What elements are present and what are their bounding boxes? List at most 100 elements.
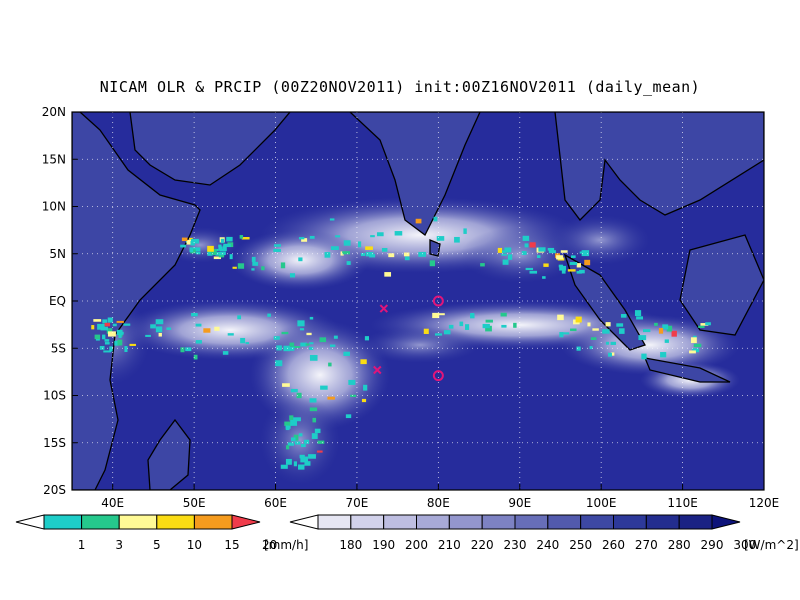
precip-cell [350,394,357,397]
legend-label: 270 [635,538,658,552]
precip-cell [285,458,292,465]
legend-swatch [481,514,516,530]
precip-legend: 1 3 5 10 15 20[mm/h] [15,514,308,552]
precip-cell [293,417,301,422]
precip-cell [290,419,298,426]
legend-label: 1 [78,538,86,552]
precip-cell [480,263,485,267]
precip-cell [273,336,280,340]
precip-cell [213,256,221,260]
precip-cell [314,428,321,434]
precip-cell [191,313,198,317]
precip-cell [662,324,669,330]
precip-cell [281,331,289,335]
precip-cell [500,312,507,317]
precip-cell [504,247,512,253]
legend-arrow-high [711,514,741,530]
precip-cell [602,329,610,334]
lat-tick-label: EQ [49,294,66,308]
precip-cell [117,339,123,346]
precip-cell [638,335,647,341]
lat-tick-label: 20N [42,105,66,119]
precip-cell [363,384,368,391]
precip-cell [280,464,288,469]
precip-cell [443,330,451,335]
lon-tick-label: 80E [427,496,450,510]
precip-cell [293,461,297,467]
precip-cell [158,332,162,337]
circle-marker [432,370,444,382]
legend-label: 220 [471,538,494,552]
precip-cell [112,323,117,327]
precip-cell [346,261,351,265]
precip-cell [261,266,265,271]
precip-cell [560,250,568,253]
graticule [72,112,764,490]
precip-cell [297,320,305,327]
precip-cell [525,267,534,271]
precip-cell [616,323,624,327]
legend-swatch [678,514,713,530]
precip-cell [226,236,233,242]
precip-cell [608,352,612,357]
precip-cell [229,254,233,260]
precip-cell [155,319,164,325]
precip-cell [107,331,116,337]
precip-cell [501,253,507,256]
precip-cell [155,326,163,333]
precip-cell [245,342,250,345]
precip-cell [418,251,426,257]
precip-cell [275,360,283,367]
precip-cell [567,269,576,272]
precip-cell [273,249,281,252]
precip-cell [454,236,460,243]
precip-cell [123,323,131,326]
precip-cell [569,262,578,265]
precip-cell [581,250,590,257]
precip-cell [227,333,234,336]
precip-cell [185,347,192,352]
precip-cell [636,316,644,320]
precip-cell [463,228,467,234]
precip-cell [103,350,111,353]
precip-cell [589,346,593,350]
precip-cell [280,262,286,269]
precip-cells [91,216,711,470]
precip-cell [570,328,577,332]
precip-cell [223,243,231,248]
precip-cell [482,323,490,329]
java [643,357,731,383]
legend-swatch [613,514,647,530]
precip-cell [317,440,325,444]
precip-cell [579,269,585,274]
precip-cell [283,345,291,352]
precip-cell [643,329,651,333]
precip-cell [348,379,356,385]
precip-cell [303,439,310,444]
precip-cell [195,323,202,327]
legend-swatch [383,514,417,530]
precip-cell [316,450,323,453]
lat-tick-label: 15N [42,152,66,166]
lon-tick-label: 70E [346,496,369,510]
precip-cell [191,238,199,244]
precip-cell [384,272,392,277]
precip-cell [429,260,436,267]
precip-cell [309,407,318,412]
precip-cell [218,244,222,248]
precip-cell [286,445,290,450]
position-markers [373,295,444,382]
circle-marker [432,295,444,307]
map-area [72,112,764,490]
precip-cell [671,330,677,337]
lon-tick-label: 40E [101,496,124,510]
precip-cell [522,235,530,241]
precip-cell [634,310,642,317]
precip-cell [529,270,538,274]
precip-cell [192,247,201,252]
precip-cell [542,276,546,279]
precip-cell [232,266,237,269]
precip-cell [237,263,245,269]
precip-cell [388,253,395,258]
precip-cell [465,324,470,330]
